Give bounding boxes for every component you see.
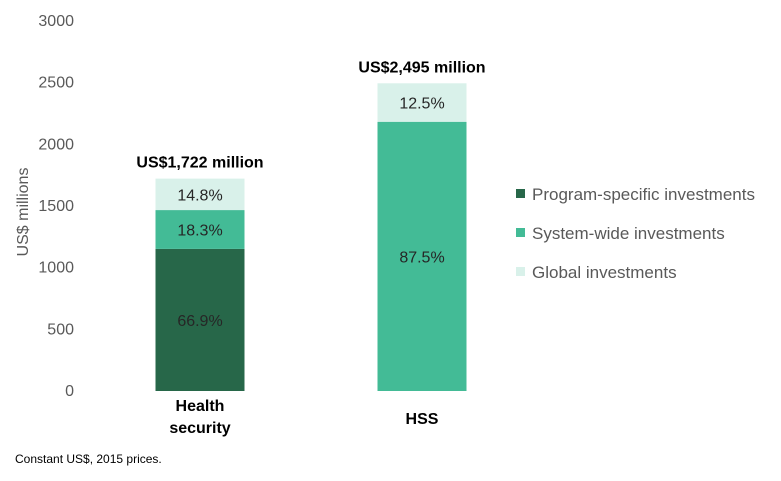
- y-tick-label: 3000: [38, 13, 74, 30]
- legend-swatch: [516, 228, 525, 237]
- y-tick-label: 1500: [38, 198, 74, 215]
- bar-total-label: US$2,495 million: [358, 59, 485, 76]
- legend-label: System-wide investments: [532, 224, 725, 243]
- segment-percent-label: 18.3%: [177, 222, 222, 239]
- y-tick-label: 500: [47, 321, 74, 338]
- segment-percent-label: 66.9%: [177, 313, 222, 330]
- bar-segment: [377, 121, 467, 391]
- bar-segment: [155, 210, 245, 249]
- segment-percent-label: 87.5%: [399, 249, 444, 266]
- footnote: Constant US$, 2015 prices.: [15, 452, 162, 466]
- legend-swatch: [516, 189, 525, 198]
- x-category-label: security: [169, 420, 230, 437]
- segment-percent-label: 14.8%: [177, 187, 222, 204]
- legend-label: Program-specific investments: [532, 185, 755, 204]
- x-axis-categories: Health security HSS: [169, 398, 438, 437]
- x-category-label: HSS: [406, 411, 439, 428]
- y-tick-label: 1000: [38, 260, 74, 277]
- x-category-label: Health: [176, 398, 225, 415]
- legend-swatch: [516, 267, 525, 276]
- bar-segment: [155, 178, 245, 211]
- y-axis-label: US$ millions: [15, 168, 32, 257]
- y-tick-label: 0: [65, 383, 74, 400]
- y-tick-label: 2000: [38, 136, 74, 153]
- bar-segment: [155, 248, 245, 391]
- bar-total-label: US$1,722 million: [136, 155, 263, 172]
- bar-segment: [377, 83, 467, 122]
- legend: Program-specific investments System-wide …: [516, 185, 755, 282]
- y-axis-ticks: 0 500 1000 1500 2000 2500 3000: [38, 13, 74, 400]
- y-tick-label: 2500: [38, 75, 74, 92]
- segment-percent-label: 12.5%: [399, 96, 444, 113]
- legend-label: Global investments: [532, 263, 677, 282]
- bars: 66.9% 18.3% 14.8% US$1,722 million 87.5% 12.5…: [136, 59, 486, 391]
